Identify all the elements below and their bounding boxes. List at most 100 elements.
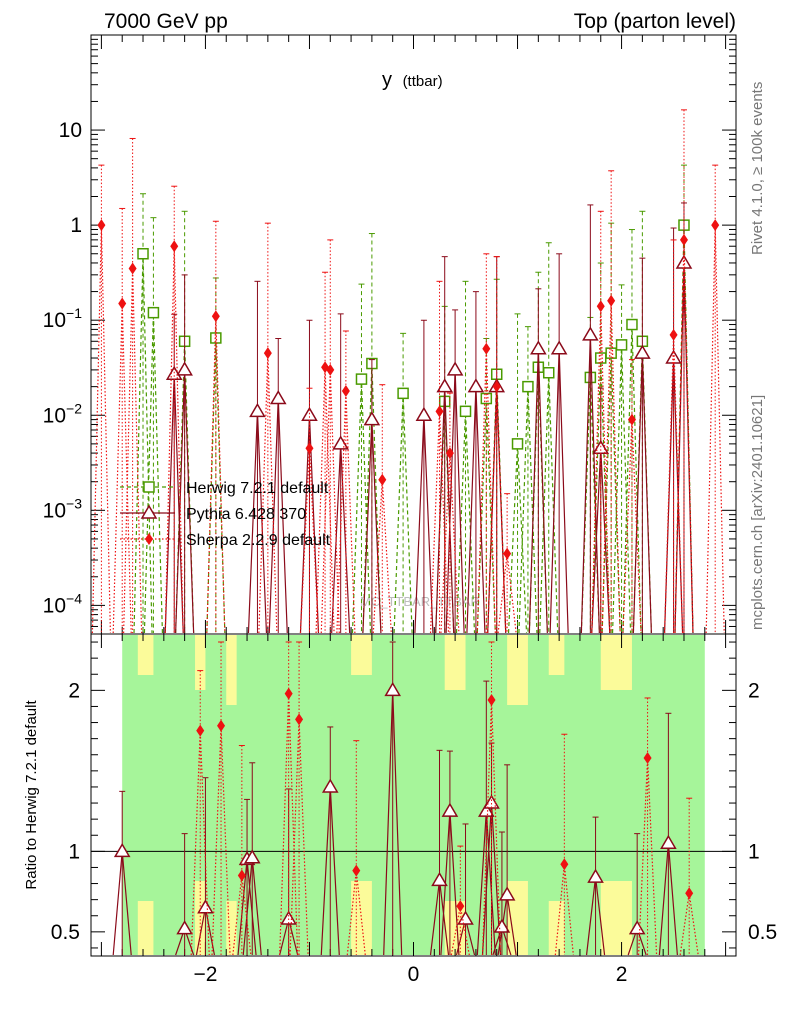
ratio-sherpa-point	[685, 887, 694, 900]
xtick-label: 2	[616, 963, 628, 986]
yellow-band	[137, 635, 154, 675]
main-ytick-base: 10	[43, 404, 66, 427]
herwig-point	[595, 352, 607, 364]
legend-herwig-label: Herwig 7.2.1 default	[186, 480, 329, 497]
main-series-group	[91, 109, 725, 634]
ratio-pythia-point	[628, 920, 646, 935]
herwig-point	[147, 306, 160, 319]
main-axis-ticks	[91, 34, 736, 635]
ratio-axis-ticks	[91, 634, 736, 956]
sherpa-point	[118, 297, 127, 310]
ratio-pythia-point	[176, 920, 193, 935]
sherpa-point	[711, 219, 720, 232]
xtick-label: −2	[193, 963, 217, 986]
sherpa-point	[326, 363, 335, 376]
sherpa-point	[305, 442, 314, 455]
yellow-band	[444, 635, 466, 690]
ratio-pythia-point	[478, 802, 495, 817]
ratio-pythia-point	[660, 834, 677, 850]
mcplots-label: mcplots.cern.ch [arXiv:2401.10621]	[749, 395, 766, 630]
yellow-band	[548, 901, 565, 955]
pythia-point	[415, 406, 433, 422]
main-ytick-base: 10	[43, 499, 66, 522]
yellow-band	[600, 881, 632, 955]
yellow-band	[195, 635, 206, 690]
ratio-sherpa-point	[352, 864, 361, 877]
sherpa-point	[607, 294, 616, 307]
sherpa-point	[627, 413, 636, 426]
pythia-point	[530, 340, 547, 355]
ratio-sherpa-point	[284, 687, 293, 700]
ratio-pythia-point	[498, 886, 516, 901]
ratio-pythia-point	[321, 778, 339, 793]
chart-title: y (ttbar)	[382, 69, 443, 91]
ratio-pythia-point	[113, 842, 131, 858]
legend-pythia-label: Pythia 6.428 370	[186, 506, 306, 523]
sherpa-point	[482, 342, 491, 355]
herwig-point	[355, 373, 368, 385]
herwig-point	[542, 366, 555, 379]
chart-title-sub: (ttbar)	[403, 73, 443, 90]
herwig-point	[615, 339, 628, 351]
xtick-label: 0	[408, 963, 420, 986]
main-ytick-label: 10−4	[43, 590, 83, 617]
ratio-sherpa-point	[487, 694, 496, 707]
pythia-point	[249, 402, 266, 418]
herwig-point	[397, 387, 409, 400]
yellow-band	[226, 635, 237, 705]
sherpa-point	[263, 347, 272, 360]
ratio-sherpa-point	[237, 869, 246, 882]
legend-pythia-marker	[140, 504, 158, 519]
sherpa-point	[170, 240, 179, 253]
legend: Herwig 7.2.1 default Pythia 6.428 370 Sh…	[120, 480, 331, 549]
header-right: Top (parton level)	[574, 10, 736, 33]
ratio-sherpa-point	[295, 713, 304, 726]
yellow-band	[600, 635, 632, 690]
main-ytick-base: 10	[43, 594, 66, 617]
herwig-point	[522, 380, 534, 393]
main-ytick-label: 10−3	[43, 495, 83, 522]
ratio-pythia-point	[384, 681, 401, 697]
rivet-label: Rivet 4.1.0, ≥ 100k events	[749, 82, 766, 255]
ratio-pythia-point	[587, 868, 604, 883]
sherpa-point	[503, 547, 512, 560]
ratio-pythia-point	[431, 871, 448, 887]
ratio-ytick-label-left: 2	[68, 679, 80, 702]
herwig-point	[626, 318, 638, 331]
sherpa-point	[679, 233, 688, 246]
main-ytick-exponent: −4	[66, 590, 82, 606]
ratio-sherpa-point	[217, 719, 226, 732]
pythia-point	[582, 326, 599, 341]
main-ytick-label: 1	[70, 214, 82, 237]
main-ytick-exponent: −2	[66, 400, 82, 416]
ratio-sherpa-point	[196, 724, 205, 737]
ratio-pythia-point	[441, 802, 459, 817]
sherpa-point	[378, 473, 387, 486]
ratio-pythia-point	[197, 899, 214, 914]
main-ytick-label: 10−2	[43, 400, 83, 427]
ratio-ytick-label-right: 0.5	[748, 921, 777, 944]
header-left: 7000 GeV pp	[104, 10, 228, 33]
pythia-point	[436, 378, 454, 393]
legend-entry-herwig: Herwig 7.2.1 default	[120, 480, 329, 497]
ratio-ytick-label-right: 1	[748, 840, 760, 863]
ratio-series-sherpa	[190, 641, 699, 956]
sherpa-point	[492, 380, 501, 393]
chart-title-main: y	[382, 69, 392, 91]
sherpa-point	[435, 405, 444, 418]
ratio-pythia-point	[457, 910, 474, 925]
ratio-pythia-point	[280, 910, 297, 925]
series-pythia	[164, 202, 694, 634]
pythia-point	[363, 411, 381, 426]
ratio-ytick-label-right: 2	[748, 679, 760, 702]
main-ytick-base: 10	[43, 309, 66, 332]
sherpa-point	[669, 328, 678, 341]
sherpa-point	[97, 219, 106, 232]
series-sherpa	[91, 109, 725, 634]
main-ytick-exponent: −3	[66, 495, 82, 511]
pythia-point	[446, 361, 464, 376]
sherpa-point	[128, 262, 137, 275]
pythia-point	[176, 361, 193, 376]
yellow-band	[137, 901, 154, 955]
main-ytick-label: 10	[59, 119, 82, 142]
